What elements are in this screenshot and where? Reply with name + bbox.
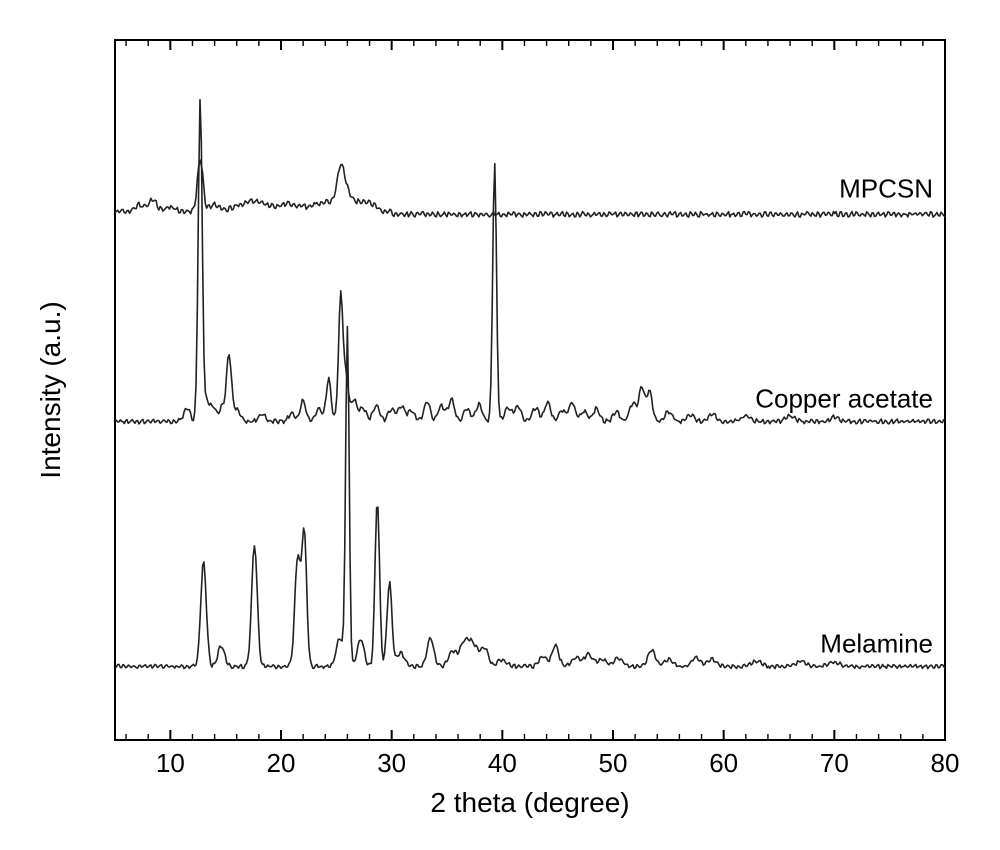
x-tick-label: 20: [267, 748, 296, 778]
x-tick-label: 10: [156, 748, 185, 778]
x-tick-label: 50: [599, 748, 628, 778]
series-label-copper-acetate: Copper acetate: [755, 384, 933, 414]
xrd-chart: 10 20 30 40 50 60 70 80 2 theta (degree) Intensit…: [0, 0, 1000, 850]
series-label-melamine: Melamine: [820, 629, 933, 659]
x-tick-label: 60: [709, 748, 738, 778]
series-label-mpcsn: MPCSN: [839, 174, 933, 204]
x-tick-label: 30: [377, 748, 406, 778]
x-tick-label: 70: [820, 748, 849, 778]
x-tick-label: 80: [931, 748, 960, 778]
x-tick-label: 40: [488, 748, 517, 778]
y-axis-label: Intensity (a.u.): [35, 301, 66, 478]
x-axis-label: 2 theta (degree): [430, 787, 629, 818]
